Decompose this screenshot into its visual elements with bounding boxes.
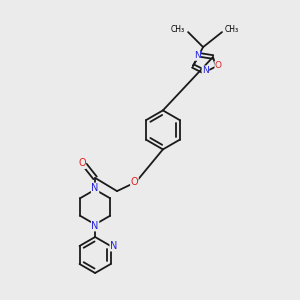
Text: O: O <box>78 158 86 169</box>
Text: N: N <box>92 221 99 231</box>
Text: O: O <box>215 61 222 70</box>
Text: CH₃: CH₃ <box>225 25 239 34</box>
Text: N: N <box>92 183 99 193</box>
Text: N: N <box>194 51 200 60</box>
Text: N: N <box>110 241 117 251</box>
Text: CH₃: CH₃ <box>171 25 185 34</box>
Text: O: O <box>130 177 138 187</box>
Text: N: N <box>202 66 209 75</box>
